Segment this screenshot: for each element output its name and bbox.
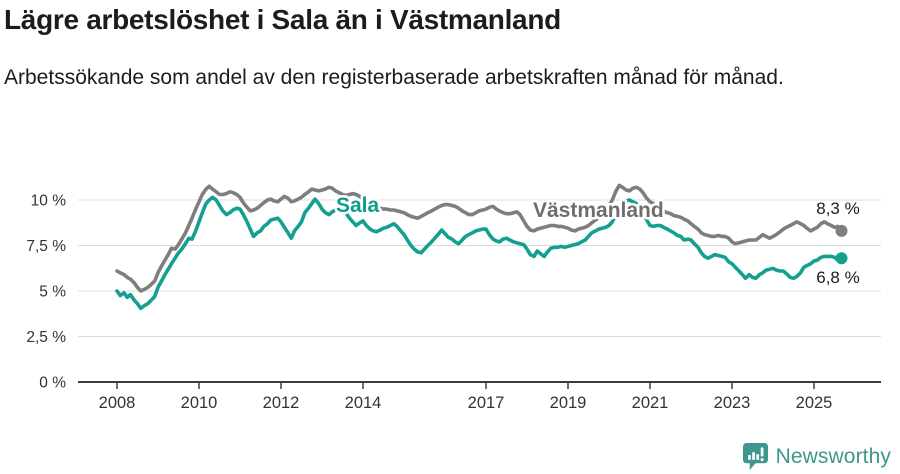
brand-name: Newsworthy	[775, 444, 891, 468]
y-tick-label: 5 %	[39, 284, 66, 301]
x-tick-label: 2023	[714, 394, 751, 412]
x-tick-label: 2010	[181, 394, 218, 412]
end-value-label-vastmanland: 8,3 %	[816, 199, 859, 218]
x-tick-label: 2019	[550, 394, 587, 412]
series-label-vastmanland: Västmanland	[533, 199, 664, 222]
x-tick-label: 2014	[345, 394, 382, 412]
x-tick-label: 2008	[99, 394, 136, 412]
chart-title: Lägre arbetslöshet i Sala än i Västmanla…	[4, 4, 561, 35]
series-line-sala	[115, 195, 844, 311]
series-label-sala: Sala	[336, 194, 380, 217]
y-tick-label: 0 %	[39, 375, 66, 392]
newsworthy-logo-icon	[742, 443, 768, 470]
x-tick-label: 2021	[632, 394, 669, 412]
chart-subtitle: Arbetssökande som andel av den registerb…	[4, 66, 784, 89]
y-tick-label: 10 %	[31, 193, 67, 210]
x-tick-label: 2012	[263, 394, 300, 412]
series-line-vastmanland	[115, 183, 844, 293]
series-end-dot-sala	[835, 252, 848, 265]
brand-footer: Newsworthy	[742, 442, 891, 471]
y-tick-label: 7,5 %	[26, 238, 66, 255]
series-end-dot-vastmanland	[835, 224, 848, 237]
end-value-label-sala: 6,8 %	[816, 268, 859, 287]
x-tick-label: 2025	[796, 394, 833, 412]
y-tick-label: 2,5 %	[26, 329, 66, 346]
x-tick-label: 2017	[468, 394, 505, 412]
